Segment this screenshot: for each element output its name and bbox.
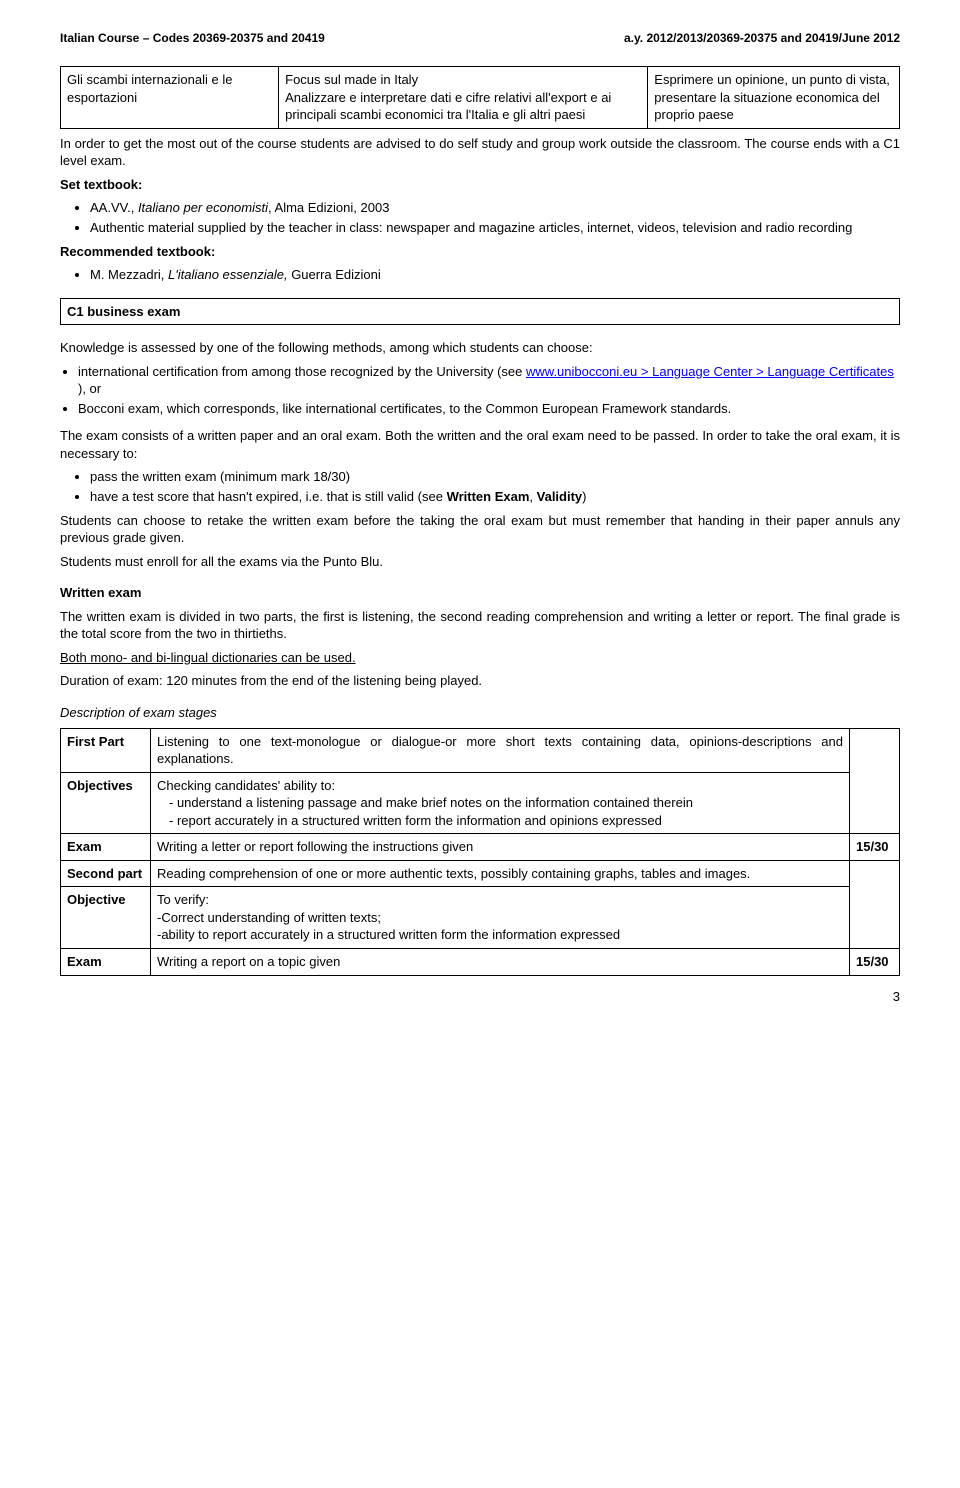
stage-text: Writing a letter or report following the…	[151, 834, 850, 861]
list-item: M. Mezzadri, L'italiano essenziale, Guer…	[90, 266, 900, 284]
list-item: pass the written exam (minimum mark 18/3…	[90, 468, 900, 486]
stage-label: First Part	[61, 728, 151, 772]
assessment-list: international certification from among t…	[78, 363, 900, 418]
set-textbook-list: AA.VV., Italiano per economisti, Alma Ed…	[90, 199, 900, 236]
desc-label: Description of exam stages	[60, 704, 900, 722]
intro-para: In order to get the most out of the cour…	[60, 135, 900, 170]
table-row: Exam Writing a report on a topic given 1…	[61, 948, 900, 975]
stage-label: Objective	[61, 887, 151, 949]
exam-para-3: Students must enroll for all the exams v…	[60, 553, 900, 571]
stage-text: Reading comprehension of one or more aut…	[151, 860, 850, 887]
stage-text: To verify: -Correct understanding of wri…	[151, 887, 850, 949]
stage-text: Writing a report on a topic given	[151, 948, 850, 975]
table-row: Second part Reading comprehension of one…	[61, 860, 900, 887]
table-row: Objective To verify: -Correct understand…	[61, 887, 900, 949]
page-header: Italian Course – Codes 20369-20375 and 2…	[60, 30, 900, 46]
exam-para-2: Students can choose to retake the writte…	[60, 512, 900, 547]
exam-stages-table: First Part Listening to one text-monolog…	[60, 728, 900, 976]
table-row: First Part Listening to one text-monolog…	[61, 728, 900, 772]
set-textbook-label: Set textbook:	[60, 176, 900, 194]
list-item: AA.VV., Italiano per economisti, Alma Ed…	[90, 199, 900, 217]
cell-topic: Gli scambi internazionali e le esportazi…	[61, 67, 279, 129]
header-right: a.y. 2012/2013/20369-20375 and 20419/Jun…	[624, 30, 900, 46]
stage-label: Exam	[61, 834, 151, 861]
list-item: have a test score that hasn't expired, i…	[90, 488, 900, 506]
stage-score-empty	[850, 728, 900, 834]
list-item: Authentic material supplied by the teach…	[90, 219, 900, 237]
section-box-title: C1 business exam	[60, 298, 900, 326]
written-p3: Duration of exam: 120 minutes from the e…	[60, 672, 900, 690]
written-exam-label: Written exam	[60, 584, 900, 602]
written-p2: Both mono- and bi-lingual dictionaries c…	[60, 649, 900, 667]
page-number: 3	[60, 988, 900, 1006]
assessment-lead: Knowledge is assessed by one of the foll…	[60, 339, 900, 357]
exam-para-1: The exam consists of a written paper and…	[60, 427, 900, 462]
stage-label: Objectives	[61, 772, 151, 834]
table-row: Objectives Checking candidates' ability …	[61, 772, 900, 834]
list-item: international certification from among t…	[78, 363, 900, 398]
rec-textbook-list: M. Mezzadri, L'italiano essenziale, Guer…	[90, 266, 900, 284]
cell-outcome: Esprimere un opinione, un punto di vista…	[648, 67, 900, 129]
content-table: Gli scambi internazionali e le esportazi…	[60, 66, 900, 129]
certificates-link[interactable]: www.unibocconi.eu > Language Center > La…	[526, 364, 894, 379]
header-left: Italian Course – Codes 20369-20375 and 2…	[60, 30, 325, 46]
stage-label: Second part	[61, 860, 151, 887]
cell-focus: Focus sul made in Italy Analizzare e int…	[279, 67, 648, 129]
exam-req-list: pass the written exam (minimum mark 18/3…	[90, 468, 900, 505]
stage-text: Checking candidates' ability to: - under…	[151, 772, 850, 834]
list-item: Bocconi exam, which corresponds, like in…	[78, 400, 900, 418]
stage-text: Listening to one text-monologue or dialo…	[151, 728, 850, 772]
stage-score: 15/30	[850, 834, 900, 861]
stage-label: Exam	[61, 948, 151, 975]
written-p1: The written exam is divided in two parts…	[60, 608, 900, 643]
stage-score: 15/30	[850, 948, 900, 975]
rec-textbook-label: Recommended textbook:	[60, 243, 900, 261]
stage-score-empty	[850, 860, 900, 948]
table-row: Exam Writing a letter or report followin…	[61, 834, 900, 861]
